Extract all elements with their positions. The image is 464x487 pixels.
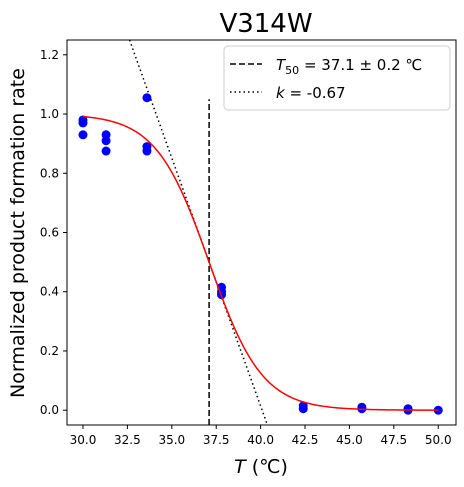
- data-points: [78, 93, 443, 415]
- y-axis-ticks: 0.0 0.2 0.4 0.6 0.8 1.0 1.2: [40, 48, 67, 417]
- legend-frame: [223, 45, 451, 111]
- x-axis-ticks: 30.0 32.5 35.0 37.5 40.0 42.5 45.0 47.5 50.0: [70, 425, 452, 447]
- y-tick-label: 0.2: [40, 344, 59, 358]
- y-axis-title: Normalized product formation rate: [7, 68, 29, 398]
- legend-k-label: k = -0.67: [276, 84, 346, 102]
- y-tick-label: 0.0: [40, 403, 59, 417]
- y-tick-label: 1.0: [40, 107, 59, 121]
- x-tick-label: 47.5: [380, 433, 407, 447]
- x-axis-title: T (℃): [234, 456, 288, 478]
- data-point: [142, 146, 152, 156]
- legend-t50-label: T50 = 37.1 ± 0.2 ℃: [276, 56, 422, 77]
- y-tick-label: 0.4: [40, 285, 59, 299]
- x-tick-label: 50.0: [425, 433, 452, 447]
- data-point: [142, 93, 152, 103]
- slope-tangent-line: [128, 39, 269, 426]
- x-tick-label: 32.5: [114, 433, 141, 447]
- chart-title: V314W: [219, 9, 312, 39]
- data-point: [78, 115, 88, 125]
- y-tick-label: 1.2: [40, 48, 59, 62]
- x-tick-label: 42.5: [292, 433, 319, 447]
- x-tick-label: 40.0: [247, 433, 274, 447]
- data-point: [78, 130, 88, 140]
- data-point: [101, 136, 111, 146]
- sigmoid-fit-curve: [82, 115, 439, 411]
- y-tick-label: 0.6: [40, 226, 59, 240]
- x-tick-label: 35.0: [158, 433, 185, 447]
- y-tick-label: 0.8: [40, 166, 59, 180]
- x-tick-label: 30.0: [70, 433, 97, 447]
- data-point: [298, 404, 308, 414]
- plot-elements: [78, 39, 443, 426]
- legend: T50 = 37.1 ± 0.2 ℃ k = -0.67: [223, 45, 451, 111]
- x-tick-label: 37.5: [203, 433, 230, 447]
- x-tick-label: 45.0: [336, 433, 363, 447]
- data-point: [101, 146, 111, 156]
